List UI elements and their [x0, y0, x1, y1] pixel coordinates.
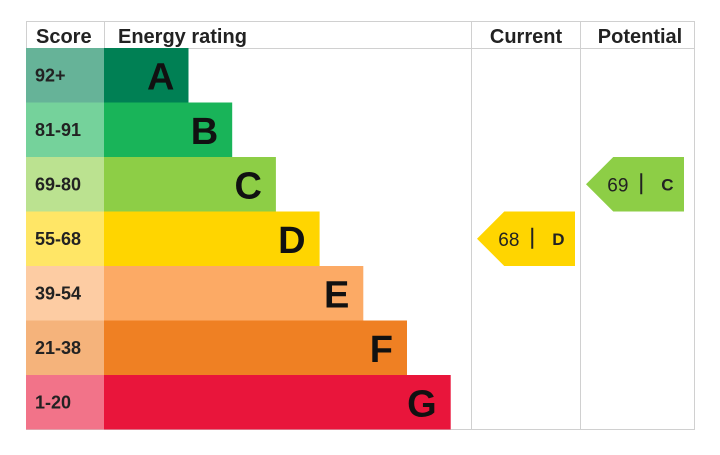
score-label-a: 92+: [35, 65, 66, 85]
band-letter-c: C: [234, 165, 261, 207]
band-bar-b: [104, 102, 233, 157]
score-label-g: 1-20: [35, 392, 71, 412]
potential-rating-letter: C: [661, 175, 673, 194]
band-letter-b: B: [191, 111, 218, 153]
score-label-f: 21-38: [35, 338, 81, 358]
score-cell-d: [26, 211, 104, 266]
band-bar-d: [104, 211, 320, 266]
score-cell-b: [26, 102, 104, 157]
band-letter-e: E: [324, 274, 349, 316]
score-label-c: 69-80: [35, 174, 81, 194]
band-bar-c: [104, 157, 276, 212]
band-letter-g: G: [407, 383, 437, 425]
score-label-e: 39-54: [35, 283, 81, 303]
current-rating-letter: D: [552, 230, 564, 249]
current-rating-arrow: [477, 211, 575, 266]
potential-rating-arrow: [586, 157, 684, 212]
score-cell-a: [26, 48, 104, 103]
header-energy-rating: Energy rating: [118, 26, 247, 48]
score-label-b: 81-91: [35, 120, 81, 140]
band-letter-f: F: [370, 329, 393, 371]
rating-indicators: 68 D 69 C: [477, 157, 684, 266]
band-bar-a: [104, 48, 189, 103]
potential-divider-bar: [640, 173, 643, 195]
band-bar-f: [104, 320, 407, 375]
band-bar-g: [104, 375, 451, 430]
header-current: Current: [490, 26, 563, 48]
potential-score-value: 69: [607, 175, 628, 196]
rating-bands: 92+ A 81-91 B 69-80 C 55-68 D 39-54 E 21-38 F 1-20 G: [26, 48, 451, 430]
score-cell-e: [26, 266, 104, 321]
score-cell-c: [26, 157, 104, 212]
current-divider-bar: [531, 227, 534, 249]
band-letter-a: A: [147, 56, 174, 98]
current-score-value: 68: [498, 230, 519, 251]
score-label-d: 55-68: [35, 229, 81, 249]
band-letter-d: D: [278, 220, 305, 262]
header-potential: Potential: [598, 26, 682, 48]
band-bar-e: [104, 266, 364, 321]
score-cell-f: [26, 320, 104, 375]
score-cell-g: [26, 375, 104, 430]
header-score: Score: [36, 26, 92, 48]
